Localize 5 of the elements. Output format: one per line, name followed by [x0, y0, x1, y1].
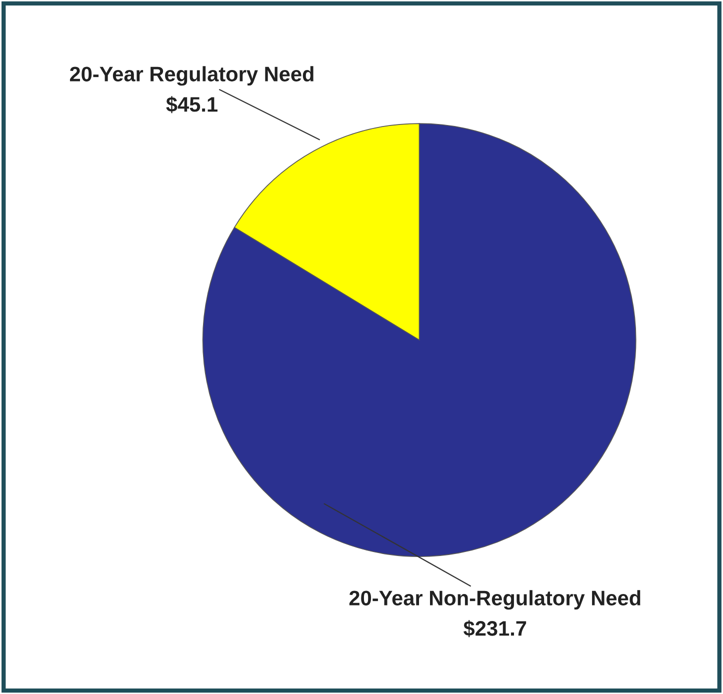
data-label: $231.7	[464, 620, 526, 638]
slice-label: 20-Year Non-Regulatory Need	[349, 590, 640, 610]
data-label: $45.1	[166, 96, 218, 114]
pie-slice	[202, 123, 636, 557]
slice-label: 20-Year Regulatory Need	[70, 66, 314, 86]
